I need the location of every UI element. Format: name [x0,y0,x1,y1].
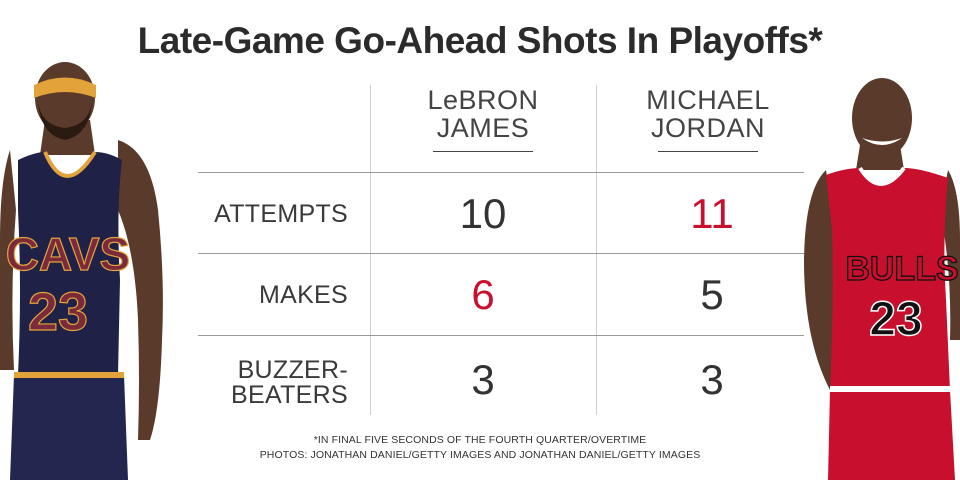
column-header-line1: LeBRON [427,85,539,115]
bulls-jersey-number: 23 [869,293,922,346]
bulls-jersey-text: BULLS [845,250,958,288]
row-label-buzzer-beaters: BUZZER- BEATERS [198,358,348,408]
row-label-line: BUZZER- [237,356,348,384]
column-header-lebron: LeBRON JAMES [393,85,573,152]
cell-buzzer-beaters-lebron: 3 [471,356,495,403]
column-header-line2: JAMES [436,113,530,143]
comparison-table: LeBRON JAMES MICHAEL JORDAN ATTEMPTS MAK… [198,80,804,415]
cell-attempts-jordan: 11 [690,190,734,237]
row-divider-2 [198,253,804,254]
row-divider-3 [198,335,804,336]
row-label-line: ATTEMPTS [214,200,348,228]
column-divider-1 [370,85,371,415]
row-divider-1 [198,172,804,173]
cavs-jersey-number: 23 [28,282,88,342]
column-header-line2: JORDAN [650,113,765,143]
lebron-figure: CAVS 23 [0,62,163,480]
photo-credit: PHOTOS: JONATHAN DANIEL/GETTY IMAGES AND… [259,449,701,461]
footnote-definition: *IN FINAL FIVE SECONDS OF THE FOURTH QUA… [313,434,647,446]
cell-attempts-lebron: 10 [459,190,507,237]
row-label-line: MAKES [258,281,348,309]
column-header-line1: MICHAEL [646,85,770,115]
jordan-figure: BULLS 23 [804,78,960,480]
cell-makes-lebron: 6 [471,271,495,318]
header-underline [658,151,758,152]
cell-makes-jordan: 5 [700,271,724,318]
row-label-attempts: ATTEMPTS [198,202,348,227]
michael-jordan-photo: BULLS 23 [800,40,960,480]
cavs-jersey-text: CAVS [6,228,130,280]
column-header-jordan: MICHAEL JORDAN [618,85,798,152]
lebron-james-photo: CAVS 23 [0,40,175,480]
row-label-makes: MAKES [198,283,348,308]
header-underline [433,151,533,152]
chart-title: Late-Game Go-Ahead Shots In Playoffs* [137,20,823,61]
column-divider-2 [596,85,597,415]
cell-buzzer-beaters-jordan: 3 [700,356,724,403]
row-label-line: BEATERS [231,381,348,409]
